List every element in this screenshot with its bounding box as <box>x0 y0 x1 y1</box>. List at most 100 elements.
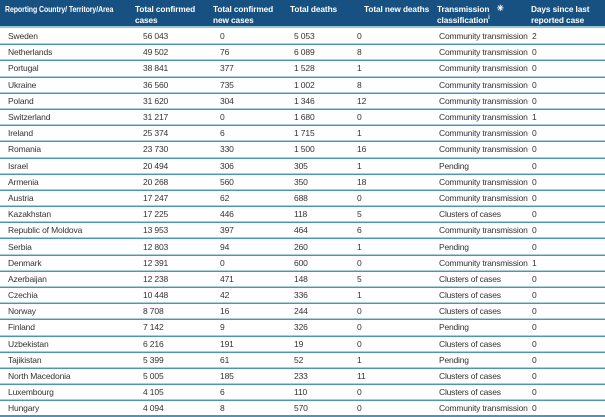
table-body: Sweden 56 043 0 5 053 0 Community transmissio… <box>0 28 605 417</box>
cell-transmission-classification: Community transmission <box>435 44 528 61</box>
cell-total-deaths: 1 528 <box>288 60 355 77</box>
cell-country: Finland <box>0 319 133 336</box>
table-row: Armenia 20 268 560 350 18 Community transmiss… <box>0 173 605 190</box>
cell-total-confirmed-cases: 13 953 <box>133 222 211 239</box>
cell-days-since-last-reported-case: 1 <box>528 254 605 271</box>
cell-days-since-last-reported-case: 0 <box>528 222 605 239</box>
cell-total-deaths: 1 500 <box>288 141 355 158</box>
cell-total-confirmed-new-cases: 191 <box>211 335 288 352</box>
column-header-total-confirmed-new-cases: Total confirmed new cases <box>211 0 288 28</box>
cell-total-new-deaths: 0 <box>355 303 435 320</box>
cell-transmission-classification: Community transmission <box>435 108 528 126</box>
cell-total-confirmed-new-cases: 330 <box>211 141 288 158</box>
cell-total-confirmed-new-cases: 6 <box>211 125 288 142</box>
cell-total-confirmed-cases: 17 247 <box>133 189 211 207</box>
cell-days-since-last-reported-case: 0 <box>528 238 605 255</box>
cell-total-new-deaths: 1 <box>355 287 435 304</box>
cell-country: Luxembourg <box>0 384 133 401</box>
cell-total-deaths: 570 <box>288 400 355 417</box>
cell-total-new-deaths: 0 <box>355 189 435 207</box>
table-row: Sweden 56 043 0 5 053 0 Community transmissio… <box>0 28 605 45</box>
cell-transmission-classification: Clusters of cases <box>435 270 528 287</box>
cell-transmission-classification: Community transmission <box>435 76 528 93</box>
cell-country: Armenia <box>0 173 133 190</box>
cell-total-confirmed-new-cases: 0 <box>211 28 288 45</box>
cell-total-confirmed-cases: 31 620 <box>133 92 211 109</box>
cell-total-new-deaths: 0 <box>355 335 435 352</box>
column-header-country-label: Reporting Country/ Territory/Area <box>5 4 114 14</box>
table-row: Uzbekistan 6 216 191 19 0 Clusters of cases 0 <box>0 335 605 352</box>
cell-total-new-deaths: 1 <box>355 157 435 174</box>
cell-total-confirmed-cases: 36 560 <box>133 76 211 93</box>
cell-country: Ukraine <box>0 76 133 93</box>
cell-country: Sweden <box>0 28 133 45</box>
cell-transmission-classification: Clusters of cases <box>435 367 528 385</box>
cell-transmission-classification: Community transmission <box>435 92 528 109</box>
cell-total-deaths: 19 <box>288 335 355 352</box>
cell-total-deaths: 260 <box>288 238 355 255</box>
cell-days-since-last-reported-case: 0 <box>528 141 605 158</box>
cell-country: Serbia <box>0 238 133 255</box>
cell-total-new-deaths: 18 <box>355 173 435 190</box>
table-row: Hungary 4 094 8 570 0 Community transmission 0 <box>0 400 605 417</box>
cell-country: Kazakhstan <box>0 206 133 223</box>
cell-total-new-deaths: 1 <box>355 60 435 77</box>
column-header-transmission-classification: Transmission classificationi ✳ <box>435 0 528 28</box>
cell-country: Ireland <box>0 125 133 142</box>
cell-total-deaths: 110 <box>288 384 355 401</box>
cell-total-new-deaths: 8 <box>355 76 435 93</box>
cell-total-deaths: 148 <box>288 270 355 287</box>
cell-total-deaths: 1 002 <box>288 76 355 93</box>
cell-total-confirmed-new-cases: 62 <box>211 189 288 207</box>
cell-total-deaths: 326 <box>288 319 355 336</box>
cell-total-deaths: 688 <box>288 189 355 207</box>
cell-days-since-last-reported-case: 2 <box>528 28 605 45</box>
cell-total-confirmed-new-cases: 446 <box>211 206 288 223</box>
cell-total-deaths: 350 <box>288 173 355 190</box>
table-row: Kazakhstan 17 225 446 118 5 Clusters of cases… <box>0 206 605 223</box>
cell-total-new-deaths: 16 <box>355 141 435 158</box>
table-row: Czechia 10 448 42 336 1 Clusters of cases 0 <box>0 287 605 304</box>
column-header-total-new-deaths: Total new deaths <box>355 0 435 28</box>
table-row: Serbia 12 803 94 260 1 Pending 0 <box>0 238 605 255</box>
table-row: Norway 8 708 16 244 0 Clusters of cases 0 <box>0 303 605 320</box>
cell-total-new-deaths: 5 <box>355 270 435 287</box>
table-row: Portugal 38 841 377 1 528 1 Community transmi… <box>0 60 605 77</box>
cell-total-confirmed-cases: 12 391 <box>133 254 211 271</box>
cell-days-since-last-reported-case: 0 <box>528 351 605 368</box>
cell-total-confirmed-new-cases: 306 <box>211 157 288 174</box>
cell-total-deaths: 305 <box>288 157 355 174</box>
cell-transmission-classification: Pending <box>435 238 528 255</box>
table-row: Ireland 25 374 6 1 715 1 Community transmissi… <box>0 125 605 142</box>
cell-total-confirmed-cases: 38 841 <box>133 60 211 77</box>
cell-total-confirmed-cases: 12 238 <box>133 270 211 287</box>
cell-transmission-classification: Community transmission <box>435 173 528 190</box>
table-row: Tajikistan 5 399 61 52 1 Pending 0 <box>0 351 605 368</box>
cell-country: North Macedonia <box>0 367 133 385</box>
cell-total-new-deaths: 6 <box>355 222 435 239</box>
column-header-total-deaths: Total deaths <box>288 0 355 28</box>
table-row: Poland 31 620 304 1 346 12 Community transmis… <box>0 92 605 109</box>
table-row: Switzerland 31 217 0 1 680 0 Community transm… <box>0 108 605 126</box>
cell-total-confirmed-cases: 31 217 <box>133 108 211 126</box>
cell-total-deaths: 600 <box>288 254 355 271</box>
table-row: Republic of Moldova 13 953 397 464 6 Communit… <box>0 222 605 239</box>
cell-days-since-last-reported-case: 1 <box>528 108 605 126</box>
cell-total-confirmed-new-cases: 6 <box>211 384 288 401</box>
cell-total-new-deaths: 0 <box>355 319 435 336</box>
cell-total-confirmed-new-cases: 76 <box>211 44 288 61</box>
cell-transmission-classification: Clusters of cases <box>435 384 528 401</box>
cell-country: Hungary <box>0 400 133 417</box>
cell-total-new-deaths: 1 <box>355 351 435 368</box>
cell-total-confirmed-cases: 6 216 <box>133 335 211 352</box>
cell-total-confirmed-new-cases: 9 <box>211 319 288 336</box>
cell-total-confirmed-cases: 23 730 <box>133 141 211 158</box>
cell-country: Romania <box>0 141 133 158</box>
cell-transmission-classification: Community transmission <box>435 189 528 207</box>
cell-country: Czechia <box>0 287 133 304</box>
table-row: North Macedonia 5 005 185 233 11 Clusters of … <box>0 367 605 385</box>
cell-transmission-classification: Clusters of cases <box>435 287 528 304</box>
cell-days-since-last-reported-case: 0 <box>528 367 605 385</box>
cell-total-confirmed-new-cases: 0 <box>211 108 288 126</box>
cell-total-deaths: 1 680 <box>288 108 355 126</box>
